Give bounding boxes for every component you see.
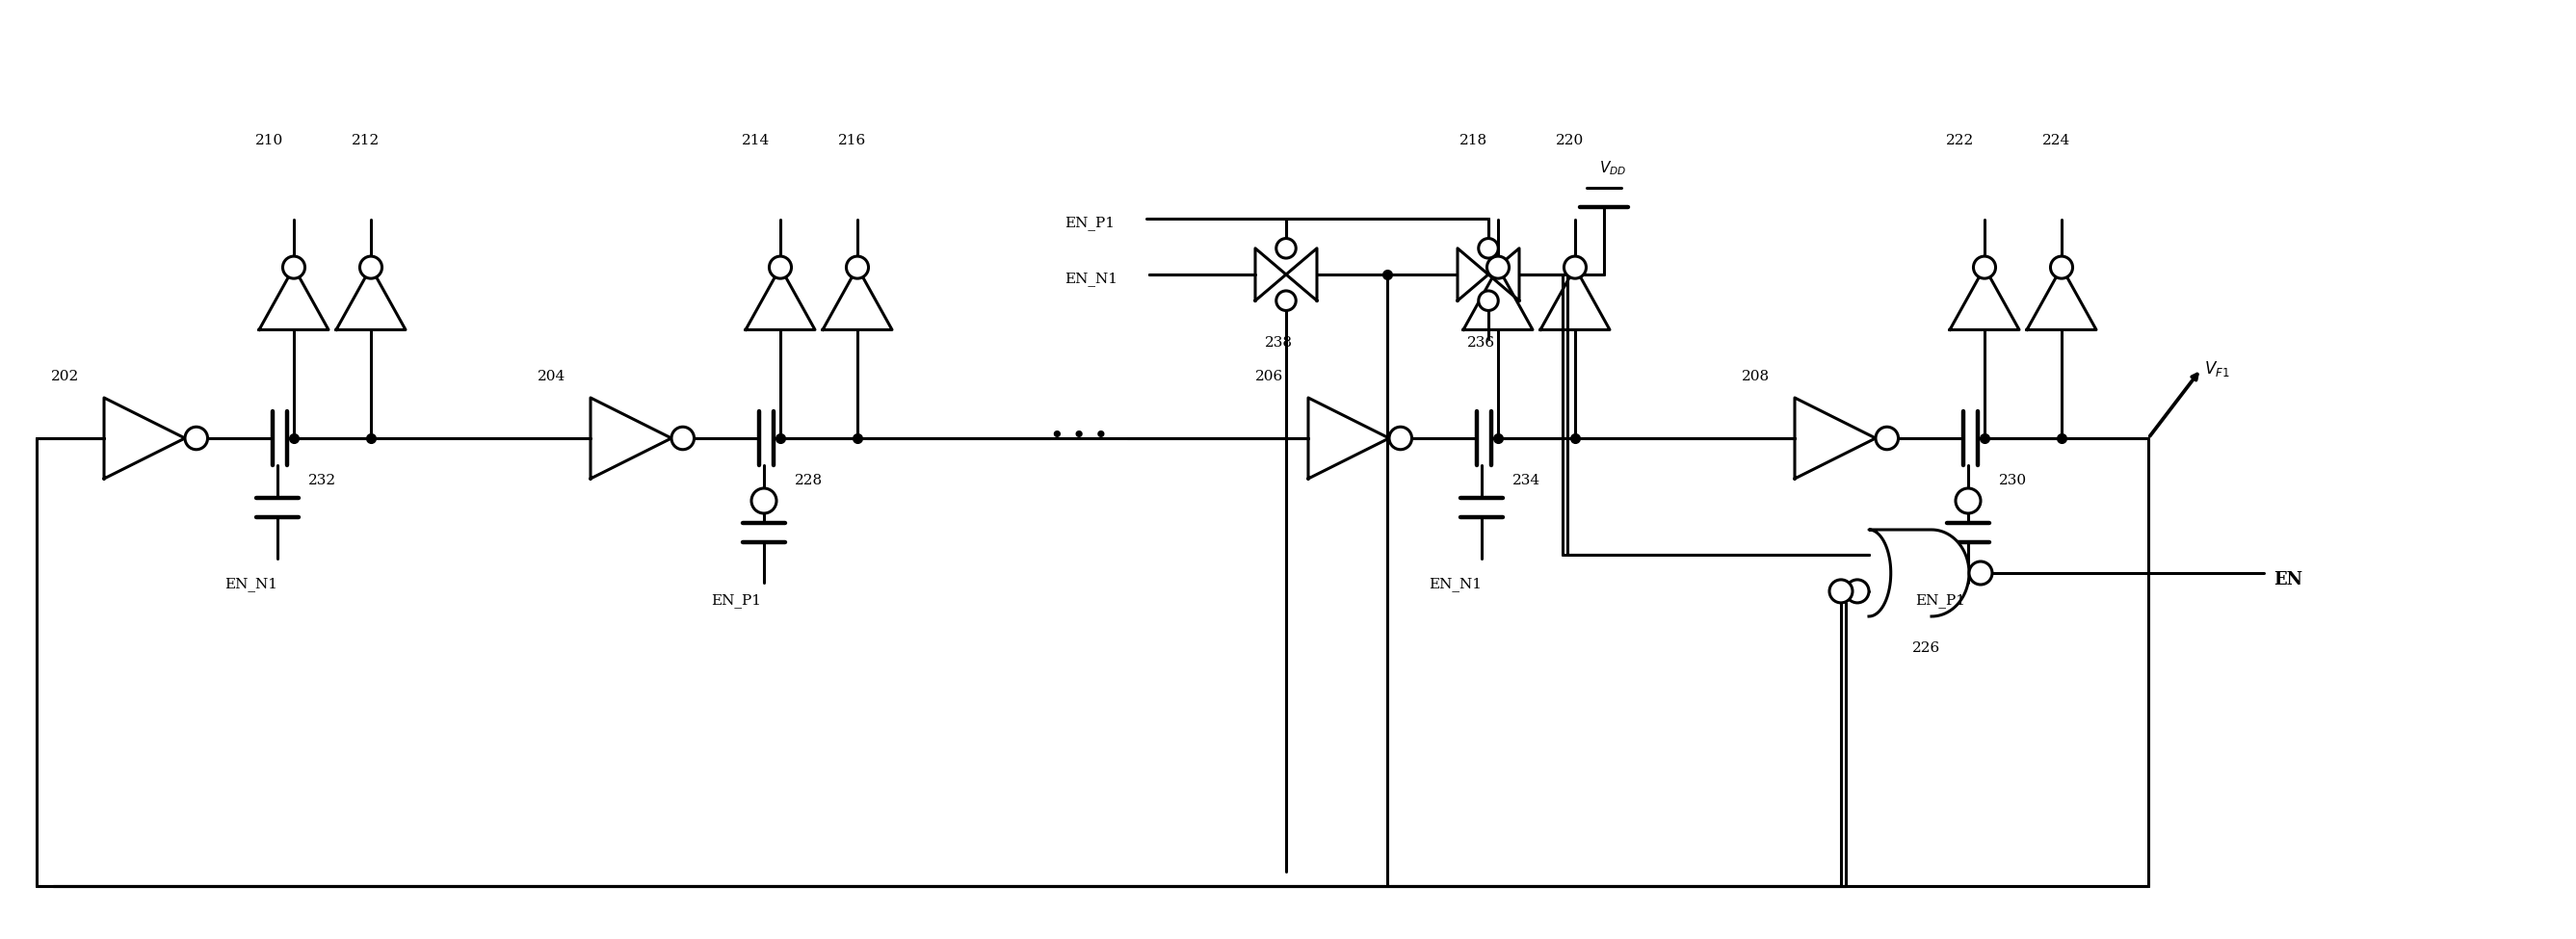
Circle shape: [1973, 256, 1996, 279]
Text: $V_{F1}$: $V_{F1}$: [2205, 360, 2231, 378]
Circle shape: [1829, 579, 1852, 603]
Text: 216: 216: [837, 134, 866, 147]
Text: EN_N1: EN_N1: [1064, 271, 1118, 285]
Circle shape: [1564, 256, 1587, 279]
Text: 222: 222: [1947, 134, 1976, 147]
Text: 236: 236: [1468, 336, 1494, 349]
Polygon shape: [1870, 530, 1968, 616]
Circle shape: [185, 427, 209, 450]
Text: • • •: • • •: [1051, 425, 1108, 447]
Polygon shape: [1285, 248, 1316, 300]
Circle shape: [752, 488, 775, 514]
Polygon shape: [590, 398, 672, 479]
Circle shape: [1875, 427, 1899, 450]
Text: 224: 224: [2043, 134, 2071, 147]
Circle shape: [2050, 256, 2074, 279]
Text: EN_N1: EN_N1: [1430, 577, 1481, 592]
Text: $V_{DD}$: $V_{DD}$: [1600, 159, 1625, 177]
Text: 234: 234: [1512, 474, 1540, 487]
Circle shape: [1479, 291, 1499, 311]
Polygon shape: [1463, 268, 1533, 330]
Circle shape: [1847, 579, 1870, 603]
Circle shape: [1275, 239, 1296, 258]
Text: 218: 218: [1461, 134, 1489, 147]
Text: EN_P1: EN_P1: [1914, 593, 1965, 608]
Polygon shape: [1255, 248, 1285, 300]
Circle shape: [770, 256, 791, 279]
Polygon shape: [260, 268, 330, 330]
Circle shape: [1275, 291, 1296, 311]
Text: 226: 226: [1911, 641, 1940, 654]
Circle shape: [672, 427, 693, 450]
Polygon shape: [744, 268, 814, 330]
Polygon shape: [1489, 248, 1520, 300]
Circle shape: [1955, 488, 1981, 514]
Circle shape: [361, 256, 381, 279]
Polygon shape: [1309, 398, 1388, 479]
Text: 208: 208: [1741, 370, 1770, 383]
Text: 232: 232: [309, 474, 337, 487]
Text: EN: EN: [2275, 571, 2303, 589]
Text: EN_P1: EN_P1: [1064, 216, 1115, 230]
Circle shape: [848, 256, 868, 279]
Text: 228: 228: [796, 474, 822, 487]
Polygon shape: [1458, 248, 1489, 300]
Polygon shape: [1950, 268, 2020, 330]
Polygon shape: [2027, 268, 2097, 330]
Text: 238: 238: [1265, 336, 1293, 349]
Text: 214: 214: [742, 134, 770, 147]
Circle shape: [1486, 256, 1510, 279]
Polygon shape: [1540, 268, 1610, 330]
Circle shape: [283, 256, 304, 279]
Text: 230: 230: [1999, 474, 2027, 487]
Text: 204: 204: [538, 370, 567, 383]
Polygon shape: [337, 268, 404, 330]
Text: 206: 206: [1255, 370, 1283, 383]
Text: 220: 220: [1556, 134, 1584, 147]
Circle shape: [1479, 239, 1499, 258]
Text: 212: 212: [353, 134, 381, 147]
Circle shape: [1968, 562, 1991, 585]
Polygon shape: [103, 398, 185, 479]
Circle shape: [1388, 427, 1412, 450]
Polygon shape: [1795, 398, 1875, 479]
Polygon shape: [822, 268, 891, 330]
Text: EN_P1: EN_P1: [711, 593, 760, 608]
Text: 210: 210: [255, 134, 283, 147]
Text: EN_N1: EN_N1: [224, 577, 278, 592]
Text: 202: 202: [52, 370, 80, 383]
